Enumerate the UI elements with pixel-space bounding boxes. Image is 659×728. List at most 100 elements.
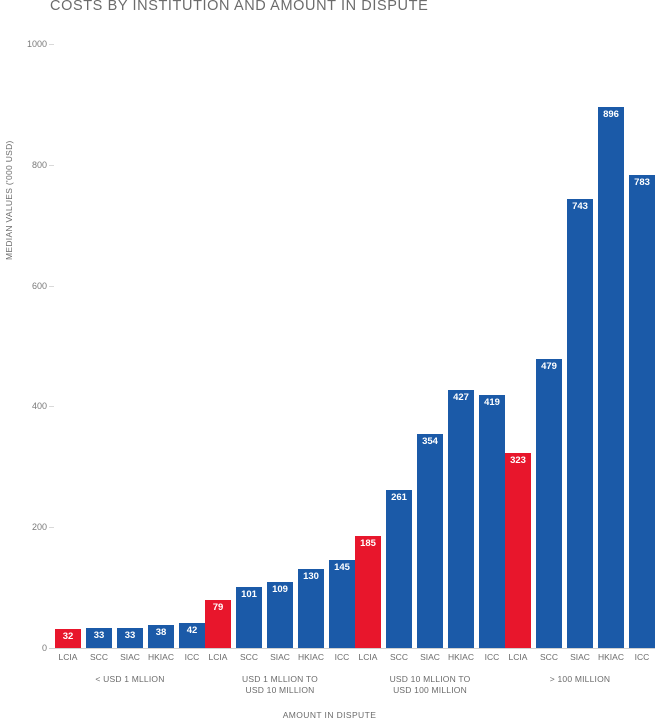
x-axis-category-label: LCIA [58,652,78,662]
y-axis-tick-mark [49,285,54,287]
bar-value-label: 109 [272,584,288,596]
bar-value-label: 896 [603,108,619,120]
x-axis-title: AMOUNT IN DISPUTE [282,710,377,720]
bar-group-label-line: USD 10 MILLION [245,685,315,695]
x-axis-category-label: SCC [90,652,108,662]
x-axis-category-label: ICC [634,652,650,662]
y-axis-tick-mark [49,406,54,408]
bar-item[interactable]: 42 ICC [179,44,205,662]
bar-value-label: 42 [186,624,198,636]
bar-group-label: < USD 1 MLLION [55,674,205,685]
x-axis-category-label: SIAC [270,652,290,662]
bar[interactable]: 32 [55,628,81,648]
bar-item[interactable]: 743 SIAC [567,44,593,662]
bar-value-label: 354 [422,436,438,448]
bar-value-label: 743 [572,201,588,213]
x-axis-category-label: ICC [334,652,350,662]
bar[interactable]: 427 [448,390,474,648]
bar[interactable]: 354 [417,434,443,648]
bar-group: 79 LCIA 101 SCC 109 SIAC 130 HKIAC 145 ICC USD 1 M… [205,44,355,695]
bar-item[interactable]: 896 HKIAC [598,44,624,662]
x-axis-category-label: SCC [390,652,408,662]
y-axis-tick-label: 1000 [26,39,47,49]
y-axis-tick-label: 800 [31,159,47,170]
bar-group-label-line: > 100 MILLION [549,674,611,684]
bar[interactable]: 419 [479,394,505,648]
bar-value-label: 479 [541,360,557,372]
y-axis-tick-mark [49,527,54,529]
bar-value-label: 130 [303,571,319,583]
bar[interactable]: 783 [629,175,655,648]
bar[interactable]: 101 [236,587,262,648]
y-axis-tick-label: 400 [31,401,47,412]
x-axis-category-label: ICC [184,652,200,662]
bar-value-label: 323 [510,454,526,466]
x-axis-category-label: LCIA [208,652,228,662]
x-axis-category-label: HKIAC [148,652,174,662]
bar[interactable]: 33 [86,628,112,648]
x-axis-baseline [49,648,655,649]
bar-group-label: USD 1 MLLION TO USD 10 MILLION [205,674,355,696]
y-axis-tick-label: 600 [31,280,47,291]
bar-item[interactable]: 79 LCIA [205,44,231,662]
x-axis-category-label: SIAC [570,652,590,662]
bar-value-label: 427 [453,392,469,404]
bar-group: 32 LCIA 33 SCC 33 SIAC 38 HKIAC 42 ICC < USD 1 MLL… [55,44,205,684]
bar[interactable]: 109 [267,582,293,648]
bar-value-label: 33 [93,630,105,642]
bar-item[interactable]: 783 ICC [629,44,655,662]
y-axis-tick-mark [49,164,54,166]
bar[interactable]: 130 [298,569,324,648]
bar-item[interactable]: 32 LCIA [55,44,81,662]
bar-item[interactable]: 33 SIAC [117,44,143,662]
bar-item[interactable]: 419 ICC [479,44,505,662]
bar-item[interactable]: 130 HKIAC [298,44,324,662]
bar[interactable]: 38 [148,625,174,648]
x-axis-category-label: SCC [240,652,258,662]
bar-group-label-line: USD 10 MLLION TO [389,674,471,684]
bar-value-label: 783 [634,177,650,189]
bar-group-label: > 100 MILLION [505,674,655,685]
bar-item[interactable]: 38 HKIAC [148,44,174,662]
bar-item[interactable]: 33 SCC [86,44,112,662]
bar-group-label: USD 10 MLLION TO USD 100 MILLION [355,674,505,696]
bar[interactable]: 145 [329,560,355,648]
bar-item[interactable]: 109 SIAC [267,44,293,662]
y-axis-tick-label: 200 [31,522,47,533]
x-axis-category-label: HKIAC [298,652,324,662]
bar[interactable]: 479 [536,358,562,648]
bar-item[interactable]: 427 HKIAC [448,44,474,662]
bar-item[interactable]: 101 SCC [236,44,262,662]
x-axis-category-label: SCC [540,652,558,662]
bar[interactable]: 261 [386,490,412,648]
x-axis-category-label: SIAC [420,652,440,662]
bar-value-label: 38 [155,627,167,639]
bar-value-label: 32 [62,630,74,642]
bar-item[interactable]: 145 ICC [329,44,355,662]
bar[interactable]: 185 [355,536,381,648]
bar-item[interactable]: 354 SIAC [417,44,443,662]
bar-group: 185 LCIA 261 SCC 354 SIAC 427 HKIAC 419 ICC USD 10… [355,44,505,695]
bar-item[interactable]: 261 SCC [386,44,412,662]
bar-value-label: 419 [484,396,500,408]
bar-item[interactable]: 479 SCC [536,44,562,662]
bar-group-label-line: USD 1 MLLION TO [242,674,318,684]
bar-item[interactable]: 323 LCIA [505,44,531,662]
bar-value-label: 79 [212,602,224,614]
bar[interactable]: 743 [567,199,593,648]
bar[interactable]: 42 [179,622,205,648]
bar[interactable]: 323 [505,452,531,648]
bar-value-label: 101 [241,589,257,600]
bar-group: 323 LCIA 479 SCC 743 SIAC 896 HKIAC 783 ICC > 100 … [505,44,655,684]
bar[interactable]: 896 [598,106,624,648]
bar-group-label-line: < USD 1 MLLION [95,674,165,684]
x-axis-category-label: HKIAC [448,652,474,662]
bar[interactable]: 79 [205,600,231,648]
bar-value-label: 261 [391,492,407,504]
x-axis-category-label: ICC [484,652,500,662]
bar-group-label-line: USD 100 MILLION [393,685,467,695]
bar[interactable]: 33 [117,628,143,648]
chart-title: COSTS BY INSTITUTION AND AMOUNT IN DISPU… [50,0,429,14]
bar-item[interactable]: 185 LCIA [355,44,381,662]
